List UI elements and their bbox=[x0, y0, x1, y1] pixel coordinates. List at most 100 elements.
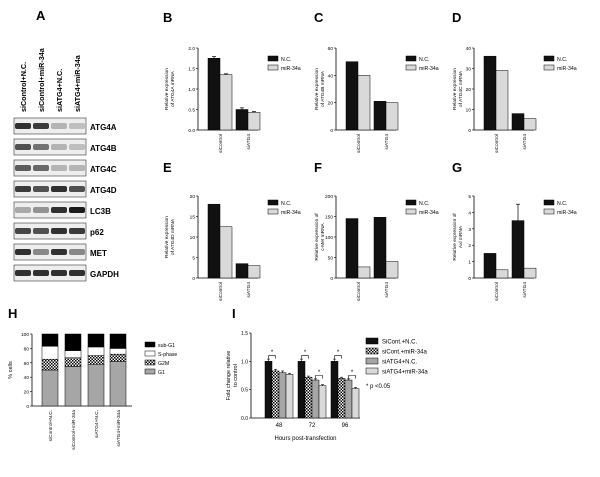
bar-B bbox=[247, 112, 261, 131]
legend-swatch-E bbox=[267, 199, 279, 206]
legend-label-I: siCont.+miR-34a bbox=[382, 350, 428, 356]
panel-letter-c: C bbox=[314, 10, 324, 25]
blot-band bbox=[15, 123, 31, 129]
stacked-bar-segment bbox=[64, 366, 82, 407]
y-tick-label-D: 20 bbox=[466, 87, 472, 93]
blot-band bbox=[15, 186, 31, 192]
bar-D bbox=[523, 118, 537, 131]
legend-label-D: miR-34a bbox=[557, 66, 577, 72]
bar-I bbox=[285, 374, 294, 419]
x-tick-label-D: siControl bbox=[494, 134, 500, 153]
y-tick-label-G: 0 bbox=[468, 276, 471, 282]
blot-band bbox=[33, 228, 49, 234]
legend-label-C: miR-34a bbox=[419, 66, 439, 72]
stacked-bar-segment bbox=[41, 345, 59, 360]
stacked-bar-segment bbox=[109, 353, 127, 362]
x-axis-label-I: Hours post-transfection bbox=[274, 436, 336, 442]
stacked-bar-segment bbox=[109, 361, 127, 407]
blot-lane-label: siATG4+miR-34a bbox=[73, 54, 82, 112]
stacked-bar-segment bbox=[109, 348, 127, 355]
legend-label-G: miR-34a bbox=[557, 210, 577, 216]
bar-I bbox=[297, 361, 306, 419]
blot-protein-label: GAPDH bbox=[90, 270, 119, 279]
legend-label-H: sub-G1 bbox=[158, 343, 175, 349]
y-axis-label-I: Fold change relative bbox=[226, 351, 232, 401]
blot-strip bbox=[13, 117, 87, 135]
y-tick-label-C: 20 bbox=[328, 101, 334, 107]
x-tick-label-H: siATG4+N.C. bbox=[94, 410, 100, 438]
blot-band bbox=[51, 165, 67, 171]
stacked-bar-segment bbox=[87, 346, 105, 356]
bar-B bbox=[207, 58, 221, 131]
stacked-bar-segment bbox=[64, 357, 82, 367]
legend-swatch-G bbox=[543, 199, 555, 206]
bar-B bbox=[235, 109, 249, 131]
bar-I bbox=[264, 361, 273, 419]
y-tick-label-I: 1.5 bbox=[241, 331, 248, 337]
y-tick-label-G: 2 bbox=[468, 243, 471, 249]
blot-band bbox=[15, 249, 31, 255]
bar-I bbox=[337, 378, 346, 419]
y-tick-label-H: 80 bbox=[24, 346, 30, 352]
bar-I bbox=[318, 385, 327, 419]
y-tick-label-B: 2.0 bbox=[188, 46, 195, 52]
y-tick-label-E: 5 bbox=[192, 256, 195, 262]
significance-star: * bbox=[337, 350, 340, 356]
blot-lane-label: siControl+miR-34a bbox=[37, 47, 46, 112]
legend-swatch-H bbox=[144, 359, 156, 366]
bar-I bbox=[271, 370, 280, 419]
y-axis-label-D: Relative expression bbox=[452, 68, 458, 110]
y-tick-label-G: 4 bbox=[468, 210, 471, 216]
legend-label-H: G1 bbox=[158, 370, 165, 376]
blot-band bbox=[51, 249, 67, 255]
panel-letter-d: D bbox=[452, 10, 461, 25]
legend-label-I: siATG4+N.C. bbox=[382, 360, 417, 366]
blot-band bbox=[33, 207, 49, 213]
blot-band bbox=[33, 123, 49, 129]
bar-D bbox=[483, 55, 497, 131]
blot-band bbox=[15, 207, 31, 213]
significance-note: * p <0.05 bbox=[366, 384, 391, 390]
y-tick-label-F: 50 bbox=[328, 256, 334, 262]
x-tick-label-B: siControl bbox=[218, 134, 224, 153]
x-tick-label-C: siControl bbox=[356, 134, 362, 153]
bar-G bbox=[495, 269, 509, 279]
blot-band bbox=[51, 207, 67, 213]
x-tick-label-G: siControl bbox=[494, 282, 500, 301]
legend-label-G: N.C. bbox=[557, 201, 567, 207]
legend-label-I: SiCont.+N.C. bbox=[382, 340, 418, 346]
blot-lane-label: siControl+N.C. bbox=[19, 62, 28, 112]
bar-C bbox=[357, 75, 371, 131]
blot-protein-label: ATG4C bbox=[90, 165, 117, 174]
bar-C bbox=[345, 61, 359, 131]
blot-band bbox=[51, 186, 67, 192]
y-tick-label-F: 0 bbox=[330, 276, 333, 282]
y-axis-label-B: of ATG4A mRNA bbox=[170, 70, 176, 106]
blot-band bbox=[51, 144, 67, 150]
legend-swatch-I bbox=[365, 357, 379, 365]
y-axis-label-C: of ATG4B mRNA bbox=[320, 70, 326, 107]
blot-band bbox=[69, 165, 85, 171]
y-tick-label-D: 0 bbox=[468, 128, 471, 134]
legend-label-E: N.C. bbox=[281, 201, 291, 207]
legend-label-E: miR-34a bbox=[281, 210, 301, 216]
stacked-bar-segment bbox=[87, 333, 105, 348]
legend-swatch-F bbox=[405, 208, 417, 215]
legend-swatch-H bbox=[144, 341, 156, 348]
significance-star: * bbox=[318, 370, 321, 376]
stacked-bar-segment bbox=[109, 333, 127, 349]
blot-strip bbox=[13, 243, 87, 261]
blot-band bbox=[69, 123, 85, 129]
legend-swatch-D bbox=[543, 64, 555, 71]
y-tick-label-I: 0.5 bbox=[241, 388, 248, 394]
panel-letter-a: A bbox=[36, 8, 46, 23]
bar-G bbox=[523, 267, 537, 279]
blot-strip bbox=[13, 159, 87, 177]
blot-band bbox=[33, 165, 49, 171]
y-axis-label-B: Relative expression bbox=[164, 68, 170, 110]
y-tick-label-G: 1 bbox=[468, 260, 471, 266]
y-tick-label-D: 40 bbox=[466, 46, 472, 52]
legend-swatch-I bbox=[365, 347, 379, 355]
y-tick-label-B: 1.5 bbox=[188, 67, 195, 73]
